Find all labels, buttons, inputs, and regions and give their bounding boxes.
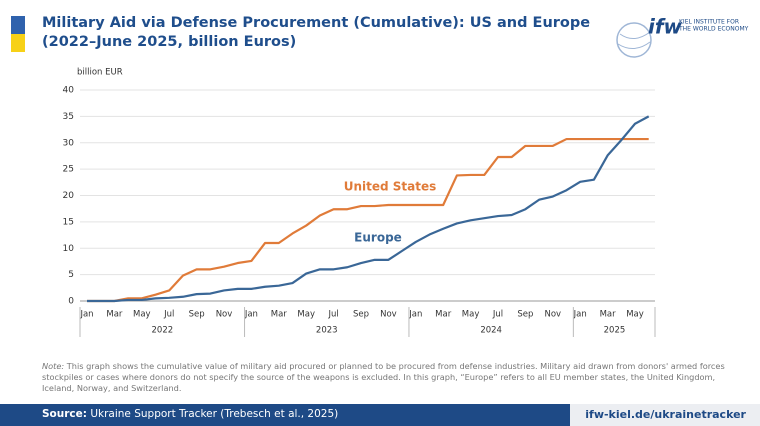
year-label: 2023 — [316, 326, 338, 336]
x-tick-label: May — [297, 310, 315, 320]
ukraine-flag — [11, 16, 25, 52]
x-tick-label: May — [133, 310, 151, 320]
x-tick-label: May — [626, 310, 644, 320]
x-tick-label: Jan — [244, 310, 258, 320]
logo: ifw KIEL INSTITUTE FOR THE WORLD ECONOMY — [612, 14, 752, 64]
x-tick-label: Sep — [517, 310, 533, 320]
footer: Source: Ukraine Support Tracker (Trebesc… — [0, 404, 760, 426]
note-label: Note: — [42, 361, 65, 371]
x-tick-label: Jan — [573, 310, 587, 320]
y-tick-label: 15 — [63, 217, 74, 227]
x-tick-label: Sep — [353, 310, 369, 320]
x-tick-label: Jan — [408, 310, 422, 320]
title-line: (2022–June 2025, billion Euros) — [42, 34, 297, 50]
logo-graphic: ifw KIEL INSTITUTE FOR THE WORLD ECONOMY — [616, 15, 749, 58]
logo-text: KIEL INSTITUTE FOR — [679, 19, 739, 26]
x-tick-label: Jul — [163, 310, 174, 320]
y-tick-label: 5 — [68, 270, 74, 280]
chart-title: Military Aid via Defense Procurement (Cu… — [42, 14, 590, 52]
source: Source: Ukraine Support Tracker (Trebesc… — [42, 408, 338, 420]
logo-lines — [617, 31, 651, 49]
y-tick-label: 25 — [63, 165, 74, 175]
source-text: Ukraine Support Tracker (Trebesch et al.… — [90, 408, 339, 420]
x-tick-label: Jul — [327, 310, 338, 320]
note-text: This graph shows the cumulative value of… — [42, 361, 725, 393]
x-tick-label: Mar — [435, 310, 452, 320]
x-tick-label: Nov — [545, 310, 562, 320]
logo-text: THE WORLD ECONOMY — [678, 26, 749, 33]
x-tick-label: Nov — [380, 310, 397, 320]
url: ifw-kiel.de/ukrainetracker — [570, 404, 760, 426]
y-tick-label: 40 — [63, 86, 75, 96]
x-tick-label: Mar — [106, 310, 123, 320]
y-axis-label: billion EUR — [77, 68, 123, 78]
y-tick-label: 0 — [68, 297, 74, 307]
x-tick-label: Jan — [79, 310, 93, 320]
logo-word: ifw — [648, 15, 683, 39]
series-label: Europe — [354, 231, 402, 245]
y-tick-label: 10 — [63, 244, 75, 254]
series-label: United States — [344, 180, 437, 194]
title-line: Military Aid via Defense Procurement (Cu… — [42, 15, 591, 31]
y-tick-label: 30 — [63, 138, 75, 148]
x-tick-label: Nov — [216, 310, 233, 320]
x-tick-label: Jul — [492, 310, 503, 320]
series-line — [87, 137, 649, 303]
y-tick-label: 35 — [63, 112, 74, 122]
source-label: Source: — [42, 408, 87, 420]
year-label: 2025 — [604, 326, 626, 336]
x-tick-label: Mar — [271, 310, 288, 320]
year-label: 2024 — [480, 326, 502, 336]
x-tick-label: Mar — [600, 310, 617, 320]
year-label: 2022 — [152, 326, 174, 336]
logo-globe — [616, 22, 652, 58]
y-tick-label: 20 — [63, 191, 75, 201]
series-line — [87, 115, 650, 303]
note: Note: This graph shows the cumulative va… — [42, 361, 732, 394]
x-tick-label: May — [462, 310, 480, 320]
x-tick-label: Sep — [189, 310, 205, 320]
